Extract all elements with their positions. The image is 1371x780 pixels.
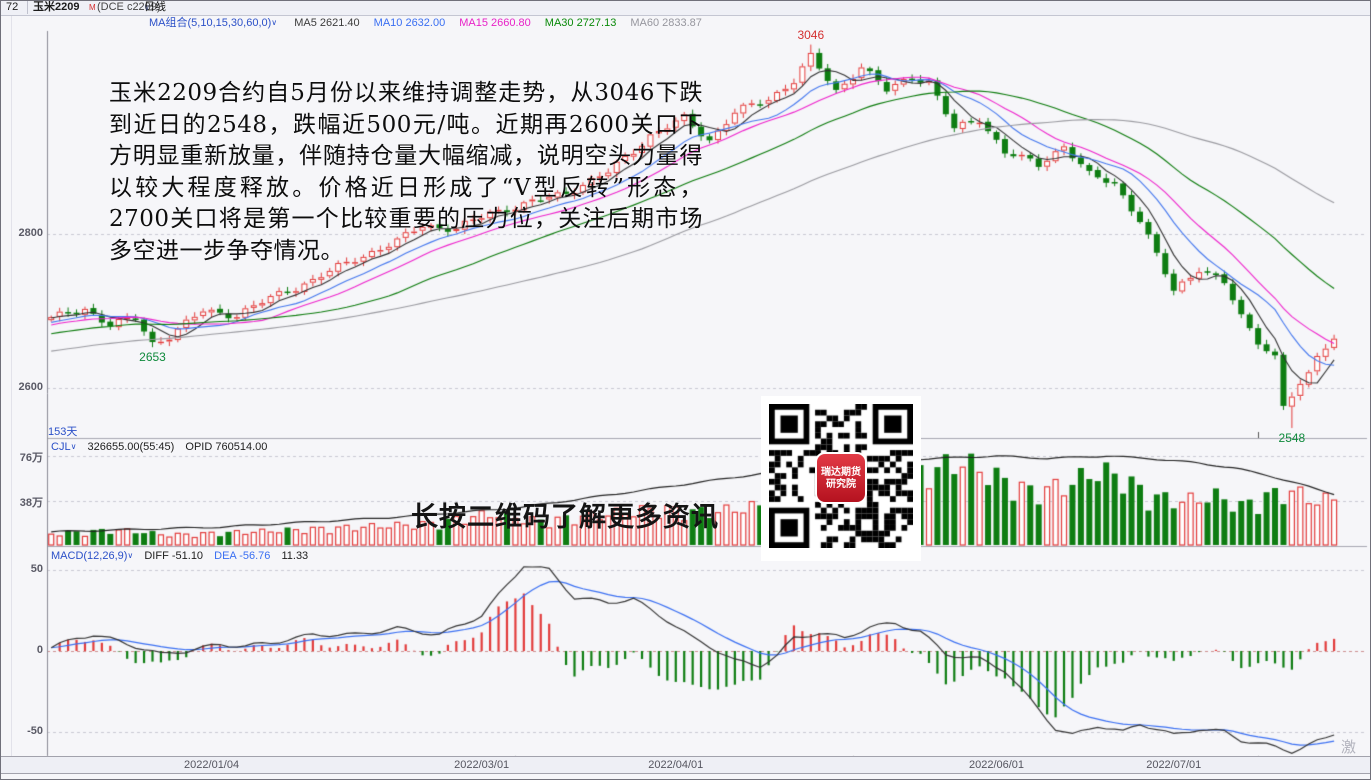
date-label: 2022/06/01 (968, 759, 1025, 771)
cjl-dropdown[interactable]: CJL∨ (51, 441, 77, 453)
volume-header: CJL∨ 326655.00(55:45) OPID 760514.00 (51, 440, 267, 454)
ma-value: MA15 2660.80 (459, 17, 531, 29)
title-bar: 72 玉米2209 M (DCE c2209) 日线 ∨ (1, 1, 1370, 16)
window-id: 72 (6, 1, 19, 13)
macd-header: MACD(12,26,9)∨ DIFF -51.10 DEA -56.76 11… (51, 549, 308, 563)
axis-label: 2600 (18, 381, 43, 393)
date-label: 2022/01/04 (184, 759, 240, 771)
volume-value: 326655.00(55:45) (87, 441, 175, 453)
candle-annotation: 3046 (797, 27, 825, 42)
dea-value: DEA -56.76 (214, 550, 271, 562)
date-label: 2022/03/01 (454, 759, 510, 771)
axis-label: 50 (30, 563, 43, 575)
axis-label: 38万 (19, 497, 43, 509)
date-label: 2022/04/01 (648, 759, 704, 771)
qr-code: 瑞达期货 研究院 (761, 396, 921, 561)
symbol-title: 玉米2209 (33, 1, 80, 13)
contract-code: (DCE c2209) (97, 1, 161, 13)
date-label: 2022/07/01 (1146, 759, 1202, 771)
chevron-down-icon: ∨ (144, 3, 150, 12)
ma-header: MA组合(5,10,15,30,60,0)∨ MA5 2621.40 MA10 2… (149, 16, 702, 31)
ma-value: MA30 2727.13 (544, 17, 617, 29)
axis-label: 2800 (18, 227, 43, 239)
macd-value: 11.33 (281, 550, 309, 562)
ma-settings-dropdown[interactable]: MA组合(5,10,15,30,60,0)∨ (149, 17, 278, 29)
qr-badge: 瑞达期货 研究院 (815, 452, 867, 504)
candle-annotation: 2653 (139, 350, 166, 365)
titlebar-divider (27, 1, 28, 14)
candle-annotation: 2548 (1278, 431, 1306, 446)
left-gutter-divider (11, 15, 12, 756)
ma-value: MA60 2833.87 (630, 17, 702, 29)
macd-dropdown[interactable]: MACD(12,26,9)∨ (51, 550, 134, 562)
axis-label: 76万 (19, 452, 43, 464)
opid-value: OPID 760514.00 (185, 441, 268, 453)
symbol-superscript: M (89, 3, 96, 12)
axis-label: 0 (36, 644, 43, 656)
ma-value: MA10 2632.00 (373, 17, 446, 29)
watermark: 激 (1341, 739, 1357, 756)
days-count-label: 153天 (48, 426, 78, 438)
diff-value: DIFF -51.10 (144, 550, 204, 562)
date-axis: 2022/01/04 2022/03/01 2022/04/01 2022/06/01… (1, 756, 1370, 774)
chevron-down-icon: ∨ (70, 442, 77, 451)
analysis-note: 玉米2209合约自5月份以来维持调整走势，从3046下跌到近日的2548，跌幅近… (109, 80, 703, 264)
ma-values: MA5 2621.40 MA10 2632.00 MA15 2660.80 MA30 … (280, 17, 702, 29)
chevron-down-icon: ∨ (127, 551, 134, 560)
chevron-down-icon: ∨ (271, 18, 278, 27)
axis-label: -50 (27, 725, 43, 737)
qr-caption: 长按二维码了解更多资讯 (411, 502, 719, 533)
ma-value: MA5 2621.40 (294, 17, 360, 29)
